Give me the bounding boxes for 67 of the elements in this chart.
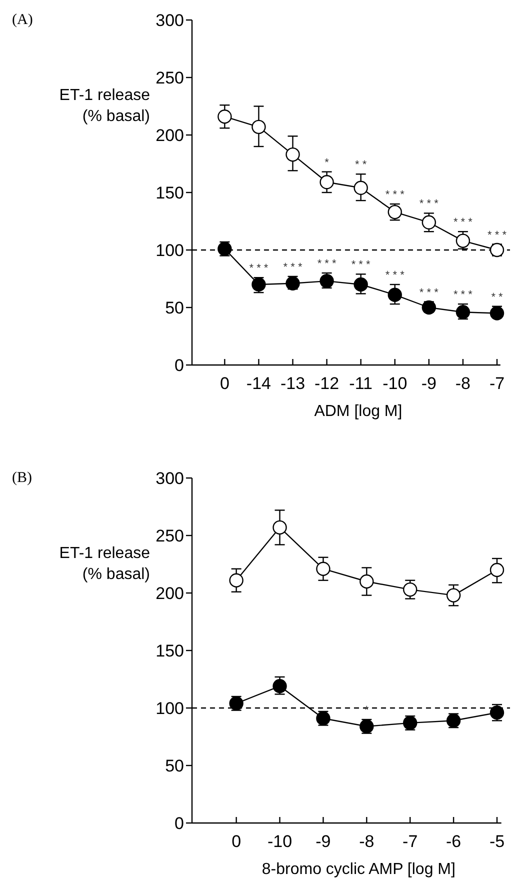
x-tick-label: -14 — [246, 374, 272, 393]
annotation: * * * — [453, 289, 474, 302]
annotation: * * — [491, 291, 504, 304]
y-tick-label: 100 — [156, 240, 184, 260]
annotation: * * * — [317, 258, 337, 270]
point — [456, 234, 470, 248]
y-tick-label: 50 — [165, 298, 184, 318]
point — [218, 110, 232, 124]
y-axis-title: ET-1 release (% basal) — [59, 545, 150, 583]
x-tick-label: -10 — [267, 832, 292, 851]
point — [316, 562, 330, 576]
annotation: * * * — [385, 270, 406, 282]
point — [272, 520, 287, 535]
point — [272, 679, 287, 694]
point — [490, 562, 504, 578]
point — [354, 180, 368, 195]
y-tick-label: 150 — [156, 641, 184, 660]
y-axis-title: ET-1 release (% basal) — [59, 87, 150, 125]
y-tick-label: 250 — [156, 68, 184, 88]
x-tick-label: 0 — [232, 832, 242, 851]
y-tick-label: 150 — [156, 183, 184, 202]
x-tick-label: -6 — [446, 832, 462, 851]
annotation: * * * — [488, 229, 508, 242]
x-axis-title: ADM [log M] — [314, 403, 402, 420]
annotation: * * * — [453, 216, 474, 229]
annotation: * * — [355, 159, 368, 172]
y-tick-label: 200 — [156, 126, 184, 145]
point — [252, 120, 266, 134]
x-tick-label: -10 — [382, 374, 408, 393]
text: (B) — [12, 470, 32, 486]
annotation: * * * — [351, 259, 372, 272]
annotation: * * * — [249, 262, 269, 275]
point — [360, 574, 374, 589]
point — [320, 175, 334, 190]
annotation: * * * — [283, 261, 303, 274]
x-tick-label: -9 — [316, 832, 331, 851]
x-tick-label: -5 — [489, 832, 505, 851]
y-tick-label: 0 — [174, 814, 184, 833]
x-tick-label: -7 — [402, 832, 418, 851]
point — [286, 147, 300, 162]
x-axis-title: 8-bromo cyclic AMP [log M] — [262, 861, 456, 878]
y-tick-label: 0 — [174, 356, 184, 375]
point — [354, 277, 368, 292]
y-tick-label: 200 — [156, 584, 184, 603]
annotation: * * * — [419, 286, 440, 299]
point — [403, 582, 418, 597]
x-tick-label: -12 — [314, 374, 340, 393]
x-tick-label: -7 — [489, 374, 505, 393]
y-tick-label: 250 — [156, 526, 184, 546]
x-tick-label: -8 — [359, 832, 374, 851]
annotation: * * * — [419, 198, 440, 210]
point — [388, 288, 402, 302]
annotation: * — [324, 156, 330, 169]
x-tick-label: 0 — [220, 374, 230, 393]
y-tick-label: 100 — [156, 698, 184, 718]
y-tick-label: 300 — [156, 10, 184, 30]
y-tick-label: 300 — [156, 468, 184, 488]
point — [446, 588, 461, 602]
y-tick-label: 50 — [165, 756, 184, 776]
point — [422, 215, 436, 230]
point — [229, 573, 244, 588]
x-tick-label: -9 — [421, 374, 436, 393]
text: (A) — [12, 12, 33, 28]
x-tick-label: -8 — [455, 374, 471, 393]
x-tick-label: -13 — [280, 374, 306, 393]
x-tick-label: -11 — [349, 374, 372, 393]
annotation: * * * — [385, 189, 406, 201]
